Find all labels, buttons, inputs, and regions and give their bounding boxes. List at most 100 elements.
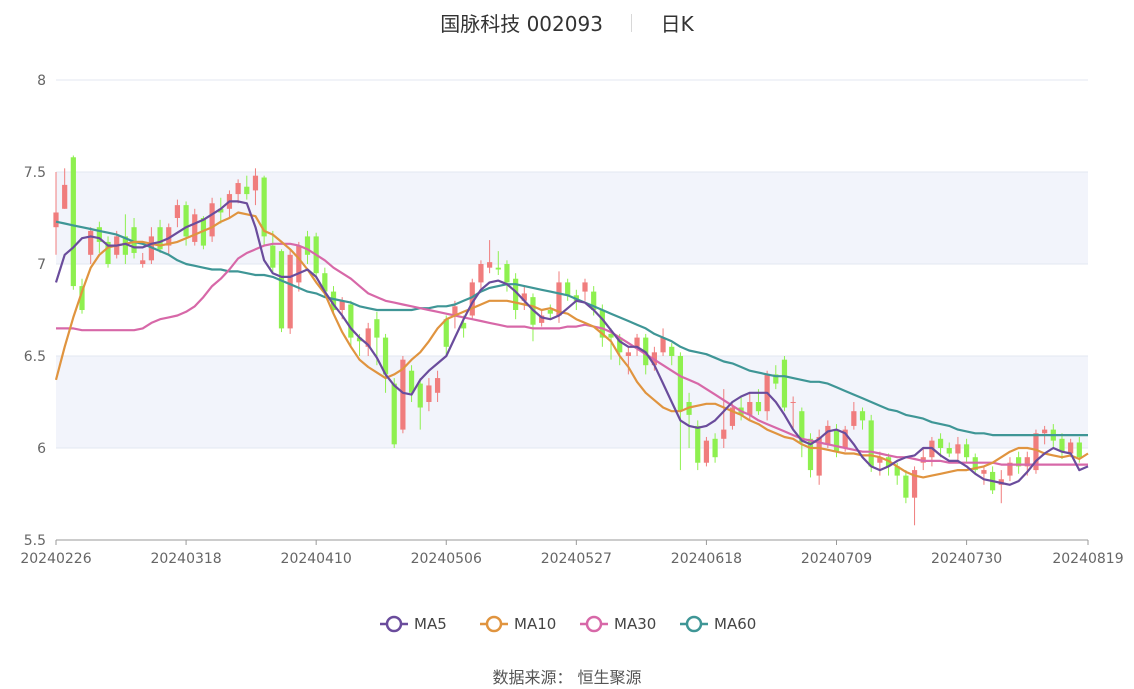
candle-body: [816, 436, 822, 476]
candle-body: [625, 352, 631, 356]
candle-body: [539, 315, 545, 323]
candle-body: [1059, 438, 1065, 452]
candle-body: [755, 402, 762, 412]
y-tick-label: 7.5: [24, 165, 46, 181]
x-tick-label: 20240506: [411, 551, 482, 567]
data-source-label: 数据来源：: [492, 668, 573, 687]
candle-body: [859, 411, 866, 421]
ma5-line: [54, 200, 1089, 486]
candle-body: [96, 227, 102, 242]
candle-body: [322, 273, 328, 292]
candle-body: [417, 383, 423, 408]
candle-body: [122, 236, 128, 255]
candle-body: [1016, 457, 1022, 467]
x-tick-label: 20240527: [541, 551, 612, 567]
candle-body: [729, 407, 736, 426]
candle-body: [504, 264, 510, 283]
candle-body: [88, 230, 94, 255]
x-tick-label: 20240819: [1052, 551, 1123, 567]
candle-body: [565, 282, 571, 296]
legend-marker-ma30: [585, 615, 603, 633]
candle-body: [443, 319, 449, 347]
candle-body: [721, 429, 727, 439]
candle-body: [591, 291, 597, 310]
candle-body: [703, 440, 710, 463]
x-tick-label: 20240226: [20, 551, 91, 567]
candle-body: [487, 262, 493, 268]
candle-body: [599, 310, 605, 338]
candle-body: [296, 245, 302, 283]
candle-body: [790, 402, 796, 403]
candle-body: [287, 254, 293, 329]
candle-body: [669, 346, 675, 356]
candle-body: [894, 466, 900, 476]
legend-marker-ma5: [385, 615, 403, 633]
candle-body: [183, 205, 189, 237]
legend-label-ma30: MA30: [614, 615, 656, 633]
candle-body: [304, 236, 311, 255]
candle-body: [391, 383, 397, 445]
title-separator: [631, 13, 633, 32]
candle-body: [833, 429, 840, 452]
candle-body: [695, 425, 701, 463]
candle-body: [79, 286, 85, 310]
candle-body: [799, 411, 805, 443]
candle-body: [556, 282, 562, 316]
candle-body: [374, 319, 380, 338]
candle-body: [434, 378, 441, 393]
data-source: 数据来源： 恒生聚源: [0, 664, 1134, 688]
x-tick-label: 20240730: [931, 551, 1002, 567]
candle-body: [131, 227, 137, 253]
candle-body: [1068, 442, 1074, 454]
candle-body: [365, 328, 371, 347]
candle-body: [608, 333, 614, 338]
candle-body: [261, 177, 267, 237]
candle-body: [1024, 457, 1030, 467]
candle-body: [547, 310, 553, 314]
candle-body: [53, 212, 59, 228]
candle-body: [946, 448, 952, 454]
candle-body: [270, 245, 276, 268]
x-tick-label: 20240709: [801, 551, 872, 567]
ma10-line: [54, 211, 1089, 479]
candle-body: [937, 438, 944, 448]
candle-body: [955, 444, 961, 454]
legend-label-ma10: MA10: [514, 615, 556, 633]
candle-body: [252, 175, 259, 191]
candle-body: [773, 374, 779, 384]
chart-title-row: 国脉科技 002093 日K: [0, 8, 1134, 38]
candle-body: [209, 203, 215, 237]
candle-body: [174, 205, 181, 218]
candle-body: [807, 438, 814, 471]
candle-body: [408, 370, 415, 393]
candle-body: [452, 306, 458, 316]
legend-marker-ma10: [485, 615, 503, 633]
candle-body: [339, 300, 345, 310]
chart-title: 国脉科技 002093: [440, 12, 603, 36]
candle-body: [1076, 442, 1082, 458]
period-label: 日K: [660, 12, 694, 36]
candle-body: [521, 293, 527, 301]
candle-body: [617, 337, 623, 353]
y-tick-label: 7: [37, 257, 46, 273]
candle-body: [1033, 433, 1039, 471]
y-tick-label: 5.5: [24, 533, 46, 549]
x-tick-label: 20240410: [281, 551, 352, 567]
candle-body: [400, 359, 406, 430]
candle-body: [747, 402, 753, 415]
candle-body: [469, 282, 475, 316]
candle-body: [166, 227, 172, 246]
candle-body: [426, 385, 432, 402]
legend-marker-ma60: [685, 615, 703, 633]
candle-body: [877, 457, 883, 463]
legend-label-ma5: MA5: [414, 615, 447, 633]
candle-body: [157, 227, 163, 250]
candle-body: [825, 425, 831, 445]
candle-body: [235, 183, 241, 195]
candle-body: [851, 411, 857, 426]
candle-body: [218, 208, 224, 213]
y-tick-label: 6.5: [24, 349, 46, 365]
candle-body: [382, 337, 389, 375]
candle-body: [513, 278, 519, 310]
candle-body: [495, 267, 501, 270]
